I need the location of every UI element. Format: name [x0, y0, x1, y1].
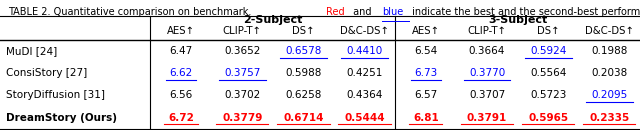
Text: DS↑: DS↑	[292, 26, 315, 36]
Text: 6.72: 6.72	[168, 113, 194, 123]
Text: 0.2335: 0.2335	[589, 113, 630, 123]
Text: CLIP-T↑: CLIP-T↑	[467, 26, 506, 36]
Text: 3-Subject: 3-Subject	[488, 15, 547, 25]
Text: D&C-DS↑: D&C-DS↑	[585, 26, 634, 36]
Text: 0.2038: 0.2038	[591, 68, 628, 78]
Text: 0.6578: 0.6578	[285, 46, 321, 56]
Text: 6.62: 6.62	[170, 68, 193, 78]
Text: Red: Red	[326, 7, 345, 17]
Text: 0.3664: 0.3664	[469, 46, 505, 56]
Text: CLIP-T↑: CLIP-T↑	[223, 26, 262, 36]
Text: TABLE 2. Quantitative comparison on benchmark.: TABLE 2. Quantitative comparison on benc…	[8, 7, 255, 17]
Text: 0.5924: 0.5924	[530, 46, 566, 56]
Text: 0.3652: 0.3652	[224, 46, 260, 56]
Text: 6.73: 6.73	[414, 68, 437, 78]
Text: 6.54: 6.54	[414, 46, 437, 56]
Text: 0.2095: 0.2095	[591, 90, 628, 100]
Text: DreamStory (Ours): DreamStory (Ours)	[6, 113, 117, 123]
Text: 2-Subject: 2-Subject	[243, 15, 303, 25]
Text: ConsiStory [27]: ConsiStory [27]	[6, 68, 87, 78]
Text: blue: blue	[382, 7, 403, 17]
Text: DS↑: DS↑	[537, 26, 559, 36]
Text: AES↑: AES↑	[412, 26, 440, 36]
Text: 0.3757: 0.3757	[224, 68, 260, 78]
Text: 6.47: 6.47	[170, 46, 193, 56]
Text: indicate the best and the second-best performance.: indicate the best and the second-best pe…	[410, 7, 640, 17]
Text: 0.5444: 0.5444	[344, 113, 385, 123]
Text: 0.6258: 0.6258	[285, 90, 321, 100]
Text: 6.56: 6.56	[170, 90, 193, 100]
Text: 0.4251: 0.4251	[346, 68, 383, 78]
Text: 0.1988: 0.1988	[591, 46, 628, 56]
Text: 0.4364: 0.4364	[346, 90, 383, 100]
Text: 0.5564: 0.5564	[530, 68, 566, 78]
Text: 0.5988: 0.5988	[285, 68, 321, 78]
Text: 6.81: 6.81	[413, 113, 438, 123]
Text: 0.3707: 0.3707	[469, 90, 505, 100]
Text: D&C-DS↑: D&C-DS↑	[340, 26, 389, 36]
Text: 0.3779: 0.3779	[222, 113, 262, 123]
Text: 0.3770: 0.3770	[469, 68, 505, 78]
Text: and: and	[350, 7, 375, 17]
Text: StoryDiffusion [31]: StoryDiffusion [31]	[6, 90, 105, 100]
Text: 0.3791: 0.3791	[467, 113, 507, 123]
Text: 0.6714: 0.6714	[283, 113, 324, 123]
Text: 6.57: 6.57	[414, 90, 437, 100]
Text: AES↑: AES↑	[167, 26, 195, 36]
Text: 0.3702: 0.3702	[224, 90, 260, 100]
Text: 0.5965: 0.5965	[528, 113, 568, 123]
Text: 0.5723: 0.5723	[530, 90, 566, 100]
Text: MuDI [24]: MuDI [24]	[6, 46, 57, 56]
Text: 0.4410: 0.4410	[346, 46, 383, 56]
